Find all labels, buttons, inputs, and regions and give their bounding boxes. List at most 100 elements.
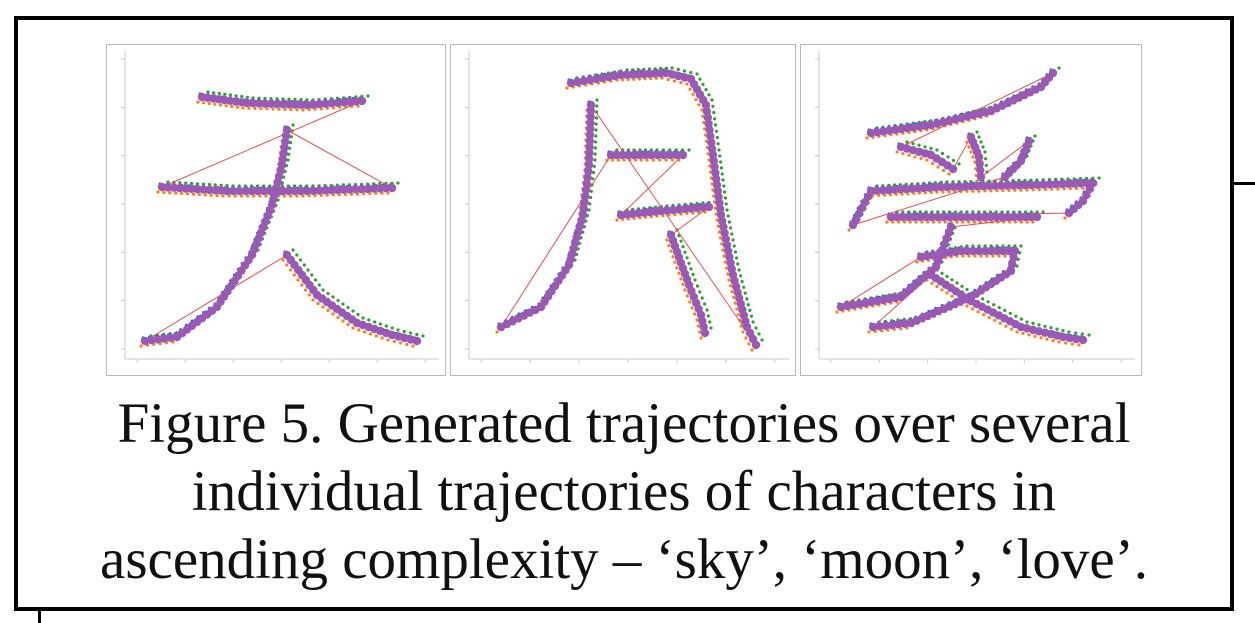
trajectory-point [653,150,662,160]
trajectory-point [690,306,694,310]
trajectory-point [719,166,723,170]
trajectory-point [732,295,736,299]
trajectory-point [984,157,988,161]
trajectory-point [212,91,216,95]
trajectory-point [1019,244,1023,248]
trajectory-point [704,88,708,92]
trajectory-point [1008,181,1018,190]
trajectory-point [737,268,741,272]
trajectory-point [677,271,681,275]
trajectory-point [307,194,311,198]
trajectory-point [346,305,350,310]
trajectory-point [672,79,677,83]
trajectory-point [681,245,685,249]
trajectory-point [333,98,342,107]
trajectory-point [720,172,724,176]
trajectory-point [965,287,969,292]
trajectory-point [976,172,986,182]
trajectory-point [984,163,988,167]
trajectory-point [193,185,202,194]
trajectory-point [230,104,234,109]
trajectory-point [291,123,295,127]
trajectory-point [217,91,221,96]
trajectory-point [932,220,936,224]
trajectory-point [691,92,695,96]
trajectory-point [1010,246,1020,256]
trajectory-point [904,212,913,222]
trajectory-point [754,326,758,330]
trajectory-point [1057,66,1061,70]
trajectory-point [917,143,921,147]
trajectory-point [592,164,596,168]
trajectory-point [939,212,948,222]
trajectory-point [586,112,595,122]
trajectory-point [674,205,684,214]
trajectory-point [676,67,680,72]
trajectory-point [319,193,323,197]
trajectory-point [892,212,901,222]
trajectory-point [582,179,591,188]
trajectory-point [735,307,739,311]
plot-axes [465,51,789,363]
trajectory-point [187,184,196,193]
trajectory-point [886,212,896,222]
trajectory-point [1027,212,1036,222]
trajectory-point [751,320,755,324]
trajectory-point [1013,244,1017,248]
trajectory-point [685,294,689,298]
trajectory-point [308,186,318,195]
connector-line [620,154,684,216]
trajectory-point [717,230,721,234]
trajectory-point [1033,134,1037,138]
trajectory-point [697,103,701,107]
trajectory-point [935,148,939,152]
trajectory-point [760,338,764,342]
trajectory-point [384,324,388,328]
trajectory-point [1019,220,1023,224]
trajectory-point [725,208,729,212]
trajectory-point [682,69,687,73]
figure-container: Figure 5. Generated trajectories over se… [14,16,1234,611]
trajectory-point [172,332,182,342]
trajectory-point [380,336,384,340]
trajectory-point [287,152,291,156]
trajectory-point [649,148,653,152]
trajectory-point [180,191,184,196]
trajectory-point [686,204,696,213]
trajectory-point [336,298,340,303]
trajectory-point [680,204,690,214]
trajectory-point [709,326,713,330]
connector-line [952,136,972,170]
trajectory-point [341,319,345,323]
trajectory-point [272,99,282,109]
plot-axes [121,51,439,363]
trajectory-point [729,284,733,288]
trajectory-point [941,190,945,194]
trajectory-point [387,183,397,193]
trajectory-point [664,158,668,162]
trajectory-point [290,100,300,109]
trajectory-point [743,291,747,295]
trajectory-point [740,280,744,284]
trajectory-point [960,182,970,191]
trajectory-point [721,248,725,252]
trajectory-point [1077,343,1081,347]
trajectory-point [673,260,677,264]
trajectory-point [253,106,257,110]
trajectory-point [700,328,710,338]
trajectory-point [887,320,897,330]
trajectory-point [735,256,739,260]
trajectory-point [234,94,238,98]
trajectory-point [386,191,390,195]
trajectory-point [584,160,594,170]
trajectory-point [1057,340,1061,344]
trajectory-point [331,193,335,197]
trajectory-point [732,244,736,248]
trajectory-point [661,68,671,78]
trajectory-point [595,98,599,102]
trajectory-point [1031,188,1035,192]
trajectory-point [982,210,987,214]
trajectory-point [350,192,354,196]
trajectory-point [586,124,595,134]
trajectory-point [331,295,335,299]
